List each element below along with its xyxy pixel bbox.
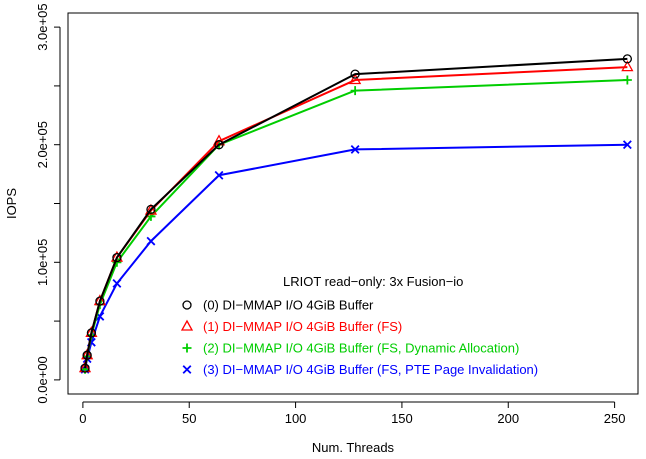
data-point: [112, 252, 122, 263]
series-cross: [80, 140, 632, 374]
y-tick-label: 0.0e+00: [35, 356, 50, 403]
legend-marker: [182, 365, 192, 374]
legend: LRIOT read−only: 3x Fusion−io (0) DI−MMAP…: [180, 274, 538, 377]
data-point: [214, 170, 224, 180]
data-point: [622, 54, 633, 64]
data-point: [349, 73, 362, 85]
data-point: [80, 363, 90, 373]
legend-entry: (3) DI−MMAP I/O 4GiB Buffer (FS, PTE Pag…: [203, 362, 538, 377]
legend-entry: (1) DI−MMAP I/O 4GiB Buffer (FS): [203, 319, 402, 334]
series-layer: [78, 54, 634, 374]
series-circle: [80, 54, 633, 373]
data-point: [622, 140, 632, 150]
y-axis-title: IOPS: [4, 188, 19, 219]
data-point: [82, 350, 92, 360]
data-point: [350, 86, 360, 96]
legend-entry: (2) DI−MMAP I/O 4GiB Buffer (FS, Dynamic…: [203, 341, 519, 356]
x-axis-title: Num. Threads: [312, 440, 395, 455]
legend-title: LRIOT read−only: 3x Fusion−io: [283, 274, 463, 289]
data-point: [622, 75, 632, 85]
data-point: [146, 236, 156, 246]
y-tick-label: 2.0e+05: [35, 121, 50, 168]
data-point: [95, 296, 105, 306]
legend-marker: [180, 319, 194, 331]
y-tick-label: 1.0e+05: [35, 239, 50, 286]
data-point: [214, 140, 224, 150]
data-point: [146, 204, 156, 215]
plot-frame: [67, 12, 639, 395]
legend-marker: [182, 300, 192, 310]
x-tick-label: 200: [497, 411, 519, 426]
y-tick-label: 3.0e+05: [35, 3, 50, 50]
x-tick-label: 0: [79, 411, 86, 426]
x-tick-label: 150: [391, 411, 413, 426]
axes: 0 50 100 150 200 250 0.0e+00 1.0e+05 2.0e+05 3.0e…: [35, 3, 639, 426]
data-point: [621, 60, 634, 72]
data-point: [350, 144, 360, 154]
x-tick-label: 100: [285, 411, 307, 426]
series-line: [84, 57, 628, 369]
data-point: [144, 203, 158, 215]
legend-entry: (0) DI−MMAP I/O 4GiB Buffer: [203, 298, 374, 313]
legend-marker: [182, 343, 192, 353]
data-point: [112, 279, 122, 288]
x-tick-label: 50: [182, 411, 196, 426]
data-point: [86, 328, 97, 338]
x-tick-label: 250: [604, 411, 626, 426]
data-point: [350, 69, 360, 79]
series-line: [84, 143, 628, 370]
